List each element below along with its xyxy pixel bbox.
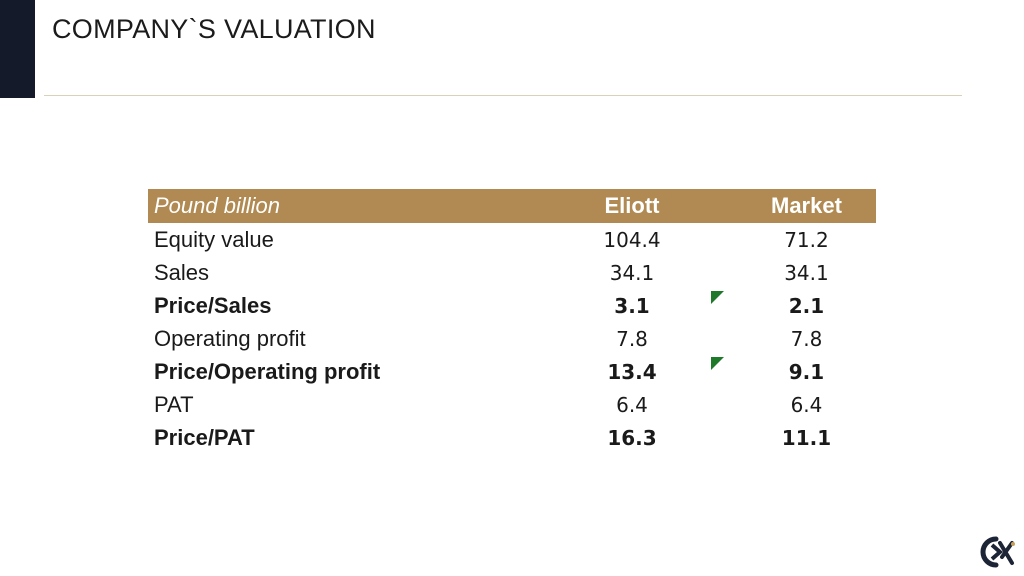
table-row-operating-profit: Operating profit 7.8 7.8 xyxy=(148,322,876,355)
spacer-cell xyxy=(701,223,737,256)
table-row-price-pat: Price/PAT 16.3 11.1 xyxy=(148,421,876,454)
accent-bar xyxy=(0,0,35,98)
row-label: Price/Sales xyxy=(154,292,272,318)
row-label: PAT xyxy=(154,391,194,417)
spacer-cell xyxy=(701,289,737,322)
eliott-value: 3.1 xyxy=(614,293,650,318)
market-header: Market xyxy=(771,193,842,218)
valuation-table: Pound billion Eliott Market Equity value… xyxy=(148,189,876,454)
spacer-cell xyxy=(701,421,737,454)
table-row-price-operating-profit: Price/Operating profit 13.4 9.1 xyxy=(148,355,876,388)
market-value: 11.1 xyxy=(781,425,832,450)
market-value: 9.1 xyxy=(788,359,825,384)
spacer-cell xyxy=(701,388,737,421)
market-value: 71.2 xyxy=(784,227,829,252)
slide-title: COMPANY`S VALUATION xyxy=(52,14,376,44)
eliott-value: 13.4 xyxy=(607,359,657,384)
table-row-pat: PAT 6.4 6.4 xyxy=(148,388,876,421)
company-logo-icon xyxy=(976,535,1018,569)
row-label: Operating profit xyxy=(154,325,306,351)
table-row-sales: Sales 34.1 34.1 xyxy=(148,256,876,289)
unit-header: Pound billion xyxy=(154,193,280,218)
spacer-cell xyxy=(701,322,737,355)
row-label: Price/PAT xyxy=(154,424,255,450)
eliott-header: Eliott xyxy=(604,193,660,218)
error-flag-icon xyxy=(711,357,725,370)
table-row-price-sales: Price/Sales 3.1 2.1 xyxy=(148,289,876,322)
market-value: 7.8 xyxy=(790,326,823,351)
error-flag-icon xyxy=(711,291,725,304)
spacer-header xyxy=(701,189,737,223)
eliott-value: 104.4 xyxy=(603,227,661,252)
eliott-value: 6.4 xyxy=(616,392,648,417)
spacer-cell xyxy=(701,256,737,289)
eliott-value: 16.3 xyxy=(607,425,657,450)
title-divider xyxy=(44,95,962,96)
eliott-value: 34.1 xyxy=(609,260,655,285)
row-label: Price/Operating profit xyxy=(154,358,381,384)
market-value: 34.1 xyxy=(784,260,829,285)
row-label: Sales xyxy=(154,259,210,285)
spacer-cell xyxy=(701,355,737,388)
market-value: 2.1 xyxy=(788,293,825,318)
table-row-equity-value: Equity value 104.4 71.2 xyxy=(148,223,876,256)
eliott-value: 7.8 xyxy=(616,326,648,351)
table-header-row: Pound billion Eliott Market xyxy=(148,189,876,223)
market-value: 6.4 xyxy=(790,392,823,417)
row-label: Equity value xyxy=(154,226,274,252)
